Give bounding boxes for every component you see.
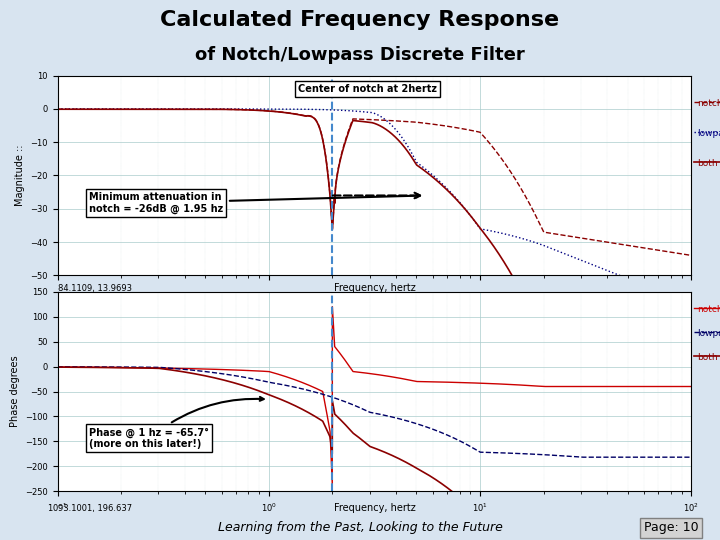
- Text: Minimum attenuation in
notch = -26dB @ 1.95 hz: Minimum attenuation in notch = -26dB @ 1…: [89, 192, 420, 214]
- Text: Frequency, hertz: Frequency, hertz: [333, 503, 415, 514]
- Text: notch: notch: [698, 99, 720, 107]
- Text: Frequency, hertz: Frequency, hertz: [333, 284, 415, 293]
- Text: lowpass: lowpass: [698, 129, 720, 138]
- Text: 93.1001, 196.637: 93.1001, 196.637: [58, 504, 132, 514]
- Text: Calculated Frequency Response: Calculated Frequency Response: [161, 10, 559, 30]
- Y-axis label: Magnitude ::: Magnitude ::: [14, 145, 24, 206]
- Text: Page: 10: Page: 10: [644, 521, 698, 535]
- Text: of Notch/Lowpass Discrete Filter: of Notch/Lowpass Discrete Filter: [195, 46, 525, 64]
- Text: lowpass: lowpass: [698, 328, 720, 338]
- Text: 84.1109, 13.9693: 84.1109, 13.9693: [58, 285, 132, 293]
- Text: notch: notch: [698, 305, 720, 314]
- Y-axis label: Phase degrees: Phase degrees: [9, 356, 19, 427]
- Text: Phase @ 1 hz = -65.7°
(more on this later!): Phase @ 1 hz = -65.7° (more on this late…: [89, 397, 264, 449]
- Text: Center of notch at 2hertz: Center of notch at 2hertz: [298, 84, 437, 93]
- Text: both: both: [698, 159, 718, 167]
- Text: both: both: [698, 353, 718, 362]
- Text: Learning from the Past, Looking to the Future: Learning from the Past, Looking to the F…: [217, 521, 503, 535]
